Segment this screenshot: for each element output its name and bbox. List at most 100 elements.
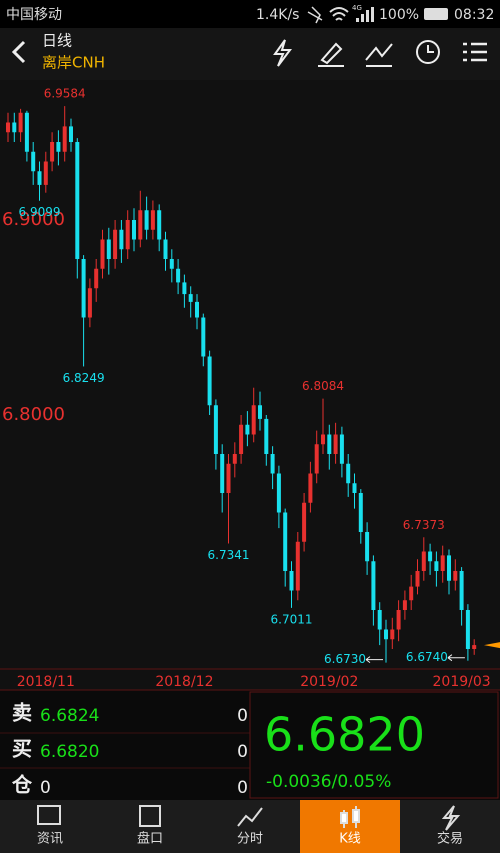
candle-body [384,629,388,640]
candle-body [365,532,370,562]
tab-intraday[interactable]: 分时 [237,832,263,847]
tab-trade[interactable]: 交易 [437,831,463,847]
tab-orderbook[interactable]: 盘口 [137,831,163,847]
clock: 08:32 [454,7,494,23]
candle-body [182,282,187,295]
draw-button[interactable] [318,42,344,67]
position-label: 仓 [11,773,33,797]
instrument-name: 离岸CNH [42,54,105,72]
position-volume: 0 [237,778,248,798]
chart-area [0,80,500,690]
sell-label: 卖 [12,701,32,725]
candle-body [415,571,420,587]
period-title: 日线 [42,32,72,50]
candle-body [396,610,401,630]
candle-body [308,473,313,503]
candle-body [62,126,67,152]
candle-body [327,434,332,454]
high-label: 6.7373 [403,518,445,532]
candle-body [409,586,414,601]
flash-button[interactable] [273,39,292,67]
candle-body [207,356,212,406]
candle-body [81,259,86,318]
candle-body [314,444,319,474]
network-type: 4G [352,4,362,12]
price-box [249,691,499,799]
candle-body [421,551,426,571]
low-label: 6.6740 [406,650,448,664]
candle-body [201,317,206,357]
candle-body [295,541,300,591]
signal-icon [356,7,374,22]
candle-body [56,142,61,152]
candle-body [100,239,105,269]
candle-body [390,629,395,640]
y-tick-label: 6.8000 [2,404,65,425]
candle-body [447,555,451,581]
candle-body [132,220,136,240]
clock-hands [427,45,434,53]
wifi-icon [329,7,349,21]
candle-body [157,210,162,240]
x-tick-label: 2018/11 [17,674,75,690]
candle-body [43,161,48,185]
candle-body [18,112,23,133]
low-arrow [447,654,465,662]
x-tick-label: 2019/02 [300,674,358,690]
candle-body [150,210,155,230]
battery-icon [424,8,448,20]
candle-body [459,571,464,610]
candle-body [69,126,73,142]
candle-body [270,454,275,474]
candle-body [12,122,17,133]
tab-bar [0,800,500,853]
sell-volume: 0 [237,706,248,726]
y-tick-label: 6.9000 [2,209,65,230]
candle-body [346,463,351,484]
candle-body [289,571,294,591]
candle-body [138,210,143,240]
low-label: 6.8249 [63,371,105,385]
candle-body [264,418,269,454]
carrier: 中国移动 [6,7,62,23]
candle-body [125,220,130,250]
candle-body [226,463,231,493]
candle-body [358,493,363,532]
history-button[interactable] [416,40,440,64]
candle-body [239,424,244,454]
sell-price: 6.6824 [40,706,99,726]
indicator-button[interactable] [365,43,393,67]
candle-body [94,268,99,289]
battery-percent: 100% [379,7,419,23]
low-arrow [365,656,383,664]
back-button[interactable] [11,40,26,64]
candle-body [276,473,281,513]
last-price: 6.6820 [264,708,425,762]
candle-body [428,551,433,562]
candle-body [352,483,357,493]
menu-button[interactable] [463,42,487,62]
candle-body [188,294,193,302]
candle-body [213,405,218,454]
candle-body [302,502,307,542]
candle-body [321,434,325,445]
candle-body [75,142,80,259]
candle-body [176,268,181,283]
candle-body [163,239,168,259]
candle-body [24,112,29,152]
tab-kline[interactable]: K线 [339,832,361,847]
tab-news[interactable]: 资讯 [37,832,63,847]
low-label: 6.6730 [324,652,366,666]
candle-body [258,405,262,419]
high-label: 6.8084 [302,379,344,393]
mute-icon [307,6,323,24]
candle-body [283,512,288,571]
active-tab [300,800,400,853]
tab-icons [37,805,461,831]
candle-body [37,171,42,185]
low-label: 6.9099 [19,205,61,219]
candle-body [50,142,55,162]
candlestick-chart: 6.9000 6.8000 2018/11 2018/12 2019/02 2019/03… [2,87,500,690]
